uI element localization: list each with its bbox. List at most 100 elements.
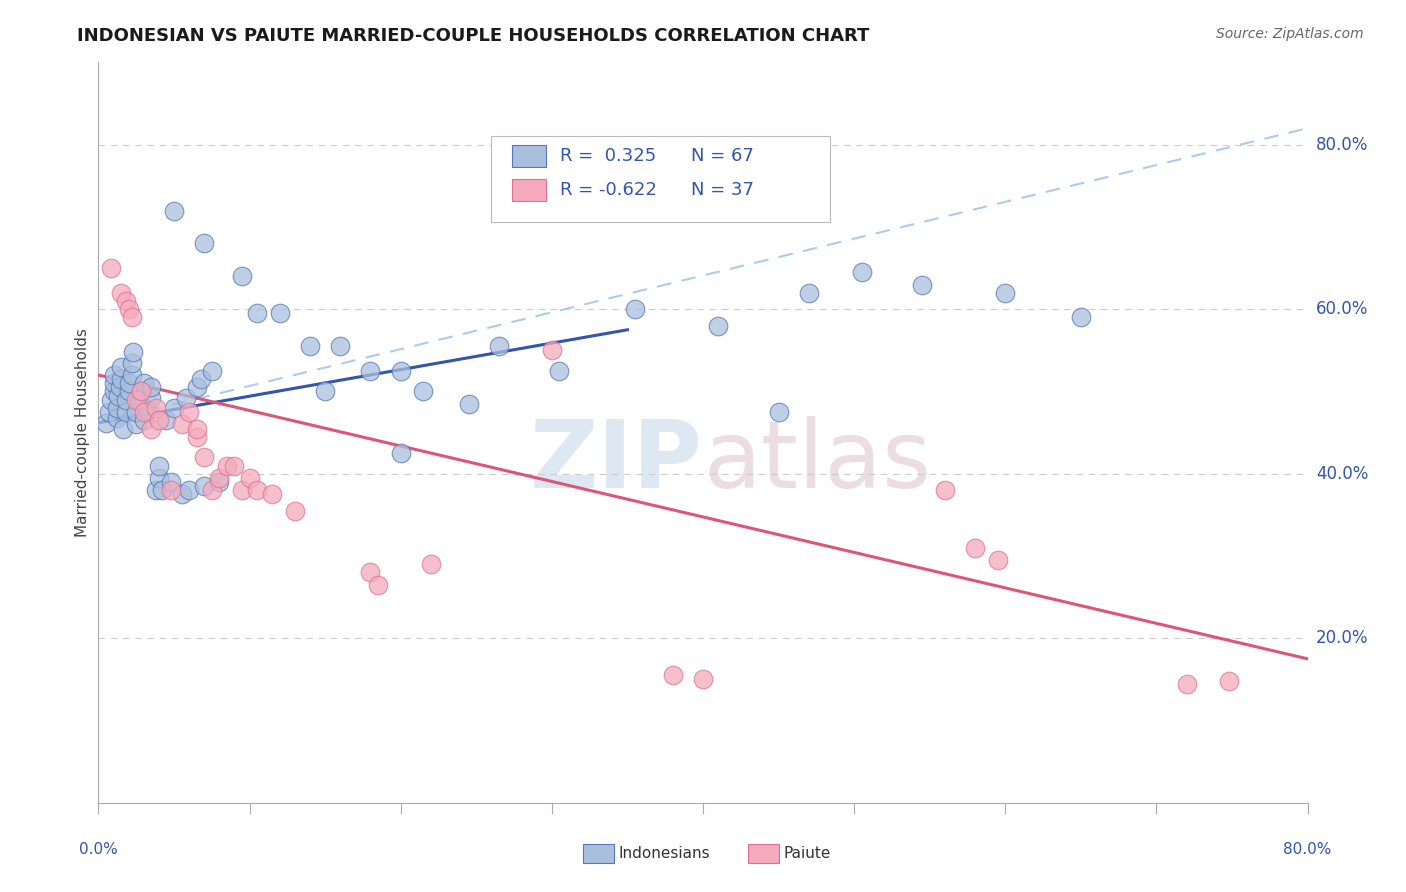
Text: atlas: atlas xyxy=(703,417,931,508)
Point xyxy=(186,380,208,394)
FancyBboxPatch shape xyxy=(512,178,546,201)
Point xyxy=(129,384,152,399)
Point xyxy=(201,483,224,498)
Point xyxy=(148,471,170,485)
Point xyxy=(125,405,148,419)
Point xyxy=(110,372,132,386)
Point xyxy=(125,392,148,407)
Point xyxy=(160,475,183,489)
Point xyxy=(314,384,336,399)
Point xyxy=(186,430,208,444)
Text: 60.0%: 60.0% xyxy=(1316,301,1368,318)
Point xyxy=(208,475,231,489)
Point xyxy=(179,405,201,419)
Text: 40.0%: 40.0% xyxy=(1316,465,1368,483)
Point xyxy=(110,285,132,300)
Point xyxy=(148,458,170,473)
Point xyxy=(141,391,163,405)
Point xyxy=(540,343,562,358)
Point xyxy=(174,391,197,405)
Point xyxy=(125,417,148,432)
Point xyxy=(389,364,412,378)
Point xyxy=(1070,310,1092,325)
Text: 80.0%: 80.0% xyxy=(1316,136,1368,153)
Point xyxy=(163,203,186,218)
Text: 20.0%: 20.0% xyxy=(1316,629,1368,648)
Point xyxy=(105,410,128,425)
Point xyxy=(128,392,150,407)
Text: Source: ZipAtlas.com: Source: ZipAtlas.com xyxy=(1216,27,1364,41)
Text: INDONESIAN VS PAIUTE MARRIED-COUPLE HOUSEHOLDS CORRELATION CHART: INDONESIAN VS PAIUTE MARRIED-COUPLE HOUS… xyxy=(77,27,870,45)
Point xyxy=(389,446,412,460)
Point xyxy=(110,359,132,374)
Point xyxy=(132,413,155,427)
Point xyxy=(246,306,269,320)
Point xyxy=(100,392,122,407)
Point xyxy=(121,368,143,382)
Point xyxy=(122,345,145,359)
Point xyxy=(215,458,238,473)
Point xyxy=(246,483,269,498)
Point xyxy=(624,302,647,317)
Point xyxy=(1218,674,1240,689)
Point xyxy=(94,416,117,430)
Point xyxy=(163,401,186,415)
Point xyxy=(692,673,714,687)
Point xyxy=(224,458,246,473)
Point xyxy=(98,405,121,419)
Point xyxy=(118,384,141,399)
Point xyxy=(231,483,253,498)
Point xyxy=(231,269,253,284)
Point xyxy=(193,479,215,493)
Text: R =  0.325: R = 0.325 xyxy=(561,146,657,165)
Point xyxy=(987,553,1010,567)
Point xyxy=(121,356,143,370)
Point xyxy=(114,405,136,419)
Point xyxy=(797,285,820,300)
Point xyxy=(548,364,571,378)
Point xyxy=(768,405,790,419)
Point xyxy=(141,380,163,394)
Point xyxy=(367,578,389,592)
Point xyxy=(707,318,730,333)
Point xyxy=(1175,676,1198,690)
Point xyxy=(160,483,183,498)
FancyBboxPatch shape xyxy=(512,145,546,167)
Point xyxy=(105,401,128,415)
Point xyxy=(186,421,208,435)
Point xyxy=(994,285,1017,300)
Point xyxy=(284,504,307,518)
Point xyxy=(420,558,443,572)
Text: Paiute: Paiute xyxy=(783,847,831,861)
Point xyxy=(141,421,163,435)
Text: N = 67: N = 67 xyxy=(690,146,754,165)
Point xyxy=(190,372,212,386)
Text: 0.0%: 0.0% xyxy=(79,842,118,857)
Point xyxy=(299,339,322,353)
Point xyxy=(201,364,224,378)
Point xyxy=(145,401,167,415)
Point xyxy=(145,483,167,498)
Point xyxy=(208,471,231,485)
Point xyxy=(934,483,956,498)
Point xyxy=(329,339,352,353)
Point xyxy=(114,392,136,407)
Point xyxy=(412,384,434,399)
Point xyxy=(135,402,157,417)
FancyBboxPatch shape xyxy=(492,136,830,221)
Point xyxy=(262,487,284,501)
Point xyxy=(108,380,131,394)
Point xyxy=(132,376,155,391)
Point xyxy=(851,265,873,279)
Text: R = -0.622: R = -0.622 xyxy=(561,181,657,199)
Point xyxy=(114,293,136,308)
Point xyxy=(488,339,510,353)
Point xyxy=(150,483,173,498)
Text: Indonesians: Indonesians xyxy=(619,847,710,861)
Point xyxy=(193,450,215,465)
Point xyxy=(103,368,125,382)
Point xyxy=(103,376,125,391)
Text: N = 37: N = 37 xyxy=(690,181,754,199)
Point xyxy=(269,306,291,320)
Point xyxy=(360,566,382,580)
